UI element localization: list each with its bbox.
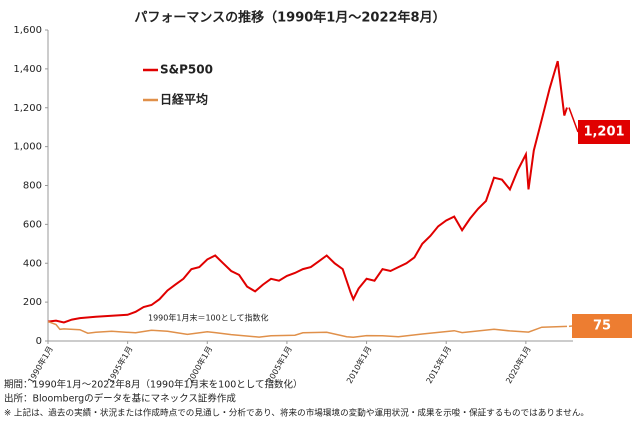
annotation: 1990年1月末＝100として指数化	[148, 313, 268, 323]
legend-label: S&P500	[160, 63, 213, 77]
end-label: 75	[593, 319, 611, 334]
y-tick-label: 0	[36, 336, 42, 347]
y-tick-label: 600	[23, 219, 42, 230]
line-series	[47, 60, 568, 324]
y-tick-label: 400	[23, 258, 42, 269]
y-tick-label: 800	[23, 181, 42, 192]
end-label-box	[572, 314, 632, 338]
y-tick-label: 1,000	[13, 142, 42, 153]
y-tick-label: 1,200	[13, 103, 42, 114]
note: 出所：Bloombergのデータを基にマネックス証券作成	[4, 393, 236, 405]
note: 期間：1990年1月～2022年8月（1990年1月末を100として指数化）	[4, 379, 303, 391]
end-label-box	[578, 120, 630, 144]
legend-label: 日経平均	[160, 92, 208, 107]
chart-title: パフォーマンスの推移（1990年1月～2022年8月）	[134, 10, 445, 26]
y-tick-label: 1,400	[13, 64, 42, 75]
label-pointer	[568, 107, 579, 133]
y-tick-label: 1,600	[13, 25, 42, 36]
note: ※ 上記は、過去の実績・状況または作成時点での見通し・分析であり、将来の市場環境…	[4, 407, 589, 419]
x-tick-label: 2010年1月	[344, 344, 373, 385]
x-tick-label: 2020年1月	[503, 344, 532, 385]
x-tick-label: 2015年1月	[424, 344, 453, 385]
y-tick-label: 200	[23, 297, 42, 308]
line-series	[47, 320, 568, 339]
end-label: 1,201	[583, 125, 624, 140]
